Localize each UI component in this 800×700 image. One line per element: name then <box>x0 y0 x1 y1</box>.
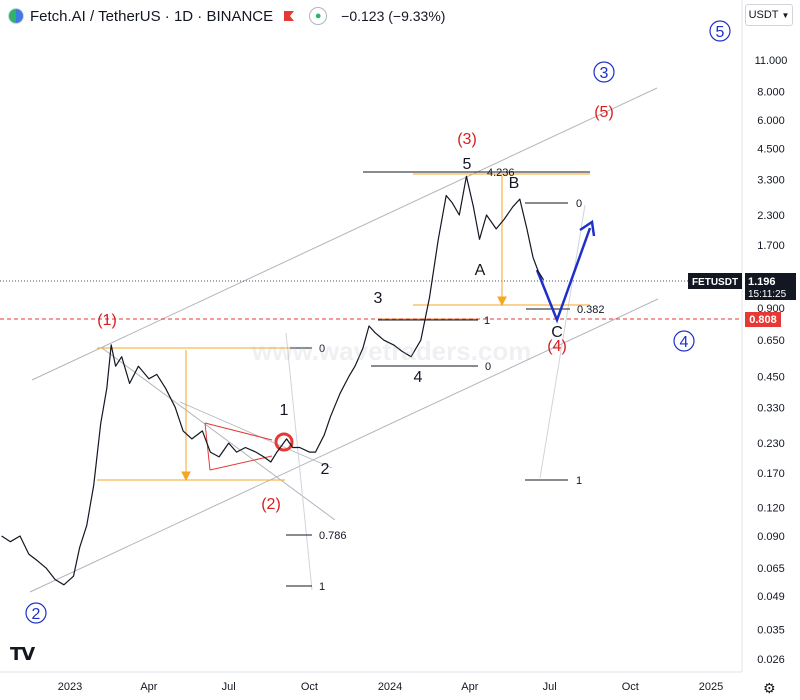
x-tick-label: 2024 <box>378 681 402 693</box>
fetch-logo-icon <box>8 8 24 24</box>
wave-label-red: (5) <box>594 104 614 121</box>
channel-upper <box>31 87 658 381</box>
fib-label: 0.786 <box>319 530 347 542</box>
wave-label-black: 2 <box>321 461 330 478</box>
wave-circle-4 <box>673 330 695 352</box>
y-tick-label: 0.090 <box>757 531 785 543</box>
chevron-down-icon: ▼ <box>781 10 790 20</box>
x-tick-label: Apr <box>461 681 478 693</box>
fib-label: 4.236 <box>487 167 515 179</box>
wave-label-blue-3: 3 <box>600 65 609 82</box>
y-tick-label: 0.120 <box>757 503 785 515</box>
wave-label-black: 4 <box>414 369 423 386</box>
price-change: −0.123 (−9.33%) <box>341 8 446 24</box>
price-tag-last[interactable]: FETUSDT 1.196 15:11:25 <box>688 273 796 300</box>
x-tick-label: Oct <box>301 681 318 693</box>
breakout-circle[interactable] <box>274 432 294 452</box>
last-price-tag: 1.196 <box>748 276 776 288</box>
projection-arrow[interactable] <box>535 219 596 324</box>
fib-diagonal-2 <box>539 204 586 479</box>
symbol-tag: FETUSDT <box>692 277 738 288</box>
wave-label-black: B <box>509 175 520 192</box>
x-tick-label: Apr <box>140 681 157 693</box>
status-dot-icon[interactable]: ● <box>309 7 328 25</box>
fib-label: 1 <box>576 475 582 487</box>
y-tick-label: 3.300 <box>757 174 785 186</box>
y-tick-label: 0.900 <box>757 303 785 315</box>
y-tick-label: 0.230 <box>757 438 785 450</box>
y-tick-label: 0.450 <box>757 372 785 384</box>
fib-diagonal-1 <box>285 332 313 591</box>
chart-title[interactable]: Fetch.AI / TetherUS · 1D · BINANCE <box>30 7 274 25</box>
fib-label: 0 <box>485 361 491 373</box>
channel-inner-a <box>101 347 336 521</box>
triangle-pattern[interactable] <box>204 422 273 471</box>
y-tick-label: 0.049 <box>757 591 785 603</box>
wave-label-black: 5 <box>463 156 472 173</box>
y-tick-label: 1.700 <box>757 240 785 252</box>
fib-label: 0 <box>319 343 325 355</box>
fib-label: 0.382 <box>577 304 605 316</box>
time-axis[interactable]: 2023 Apr Jul Oct 2024 Apr Jul Oct 2025 <box>58 681 723 693</box>
flag-icon[interactable] <box>283 10 295 22</box>
y-tick-label: 6.000 <box>757 115 785 127</box>
chart-header: Fetch.AI / TetherUS · 1D · BINANCE ● −0.… <box>8 6 445 26</box>
y-tick-label: 0.035 <box>757 625 785 637</box>
fib-label: 1 <box>484 315 490 327</box>
fib-label: 0 <box>576 198 582 210</box>
y-tick-label: 0.170 <box>757 468 785 480</box>
price-axis[interactable]: 11.000 8.000 6.000 4.500 3.300 2.300 1.700 0.90… <box>755 55 788 666</box>
wave-label-black: A <box>475 262 486 279</box>
price-tag-level[interactable]: 0.808 <box>745 312 781 327</box>
y-tick-label: 0.650 <box>757 335 785 347</box>
y-tick-label: 0.330 <box>757 402 785 414</box>
x-tick-label: Jul <box>543 681 557 693</box>
wave-label-red: (4) <box>547 338 567 355</box>
wave-circle-5 <box>709 20 731 42</box>
countdown-tag: 15:11:25 <box>748 289 787 300</box>
wave-label-red: (1) <box>97 312 117 329</box>
x-tick-label: Jul <box>222 681 236 693</box>
wave-label-black: 3 <box>374 290 383 307</box>
wave-label-red: (3) <box>457 131 477 148</box>
price-line <box>1 175 545 586</box>
wave-label-blue-5: 5 <box>716 24 725 41</box>
fib-label: 1 <box>319 581 325 593</box>
x-tick-label: 2025 <box>699 681 723 693</box>
x-tick-label: 2023 <box>58 681 82 693</box>
y-tick-label: 11.000 <box>755 55 788 67</box>
wave-label-blue-2: 2 <box>32 606 41 623</box>
fib-levels[interactable] <box>0 171 742 587</box>
currency-label: USDT <box>748 9 779 21</box>
wave-label-black: C <box>551 324 563 341</box>
wave-label-red: (2) <box>261 496 281 513</box>
channel-lower <box>29 298 659 593</box>
watermark: www.wavetraders.com <box>252 336 532 366</box>
wave-circle-2 <box>25 602 47 624</box>
channel-lines[interactable] <box>29 87 659 593</box>
channel-inner-b <box>179 401 333 469</box>
tradingview-logo-icon[interactable]: TV <box>10 644 35 665</box>
y-tick-label: 2.300 <box>757 210 785 222</box>
x-tick-label: Oct <box>622 681 639 693</box>
level-tag: 0.808 <box>749 314 777 326</box>
price-series <box>1 175 545 586</box>
wave-label-blue-4: 4 <box>680 334 689 351</box>
currency-button[interactable]: USDT ▼ <box>745 4 793 26</box>
y-tick-label: 0.026 <box>757 654 785 666</box>
measure-arrows[interactable] <box>181 176 507 482</box>
wave-circle-3 <box>593 61 615 83</box>
y-tick-label: 0.065 <box>757 563 785 575</box>
y-tick-label: 8.000 <box>757 87 785 99</box>
y-tick-label: 4.500 <box>757 144 785 156</box>
gear-icon[interactable]: ⚙ <box>763 680 776 696</box>
wave-label-black: 1 <box>280 402 289 419</box>
